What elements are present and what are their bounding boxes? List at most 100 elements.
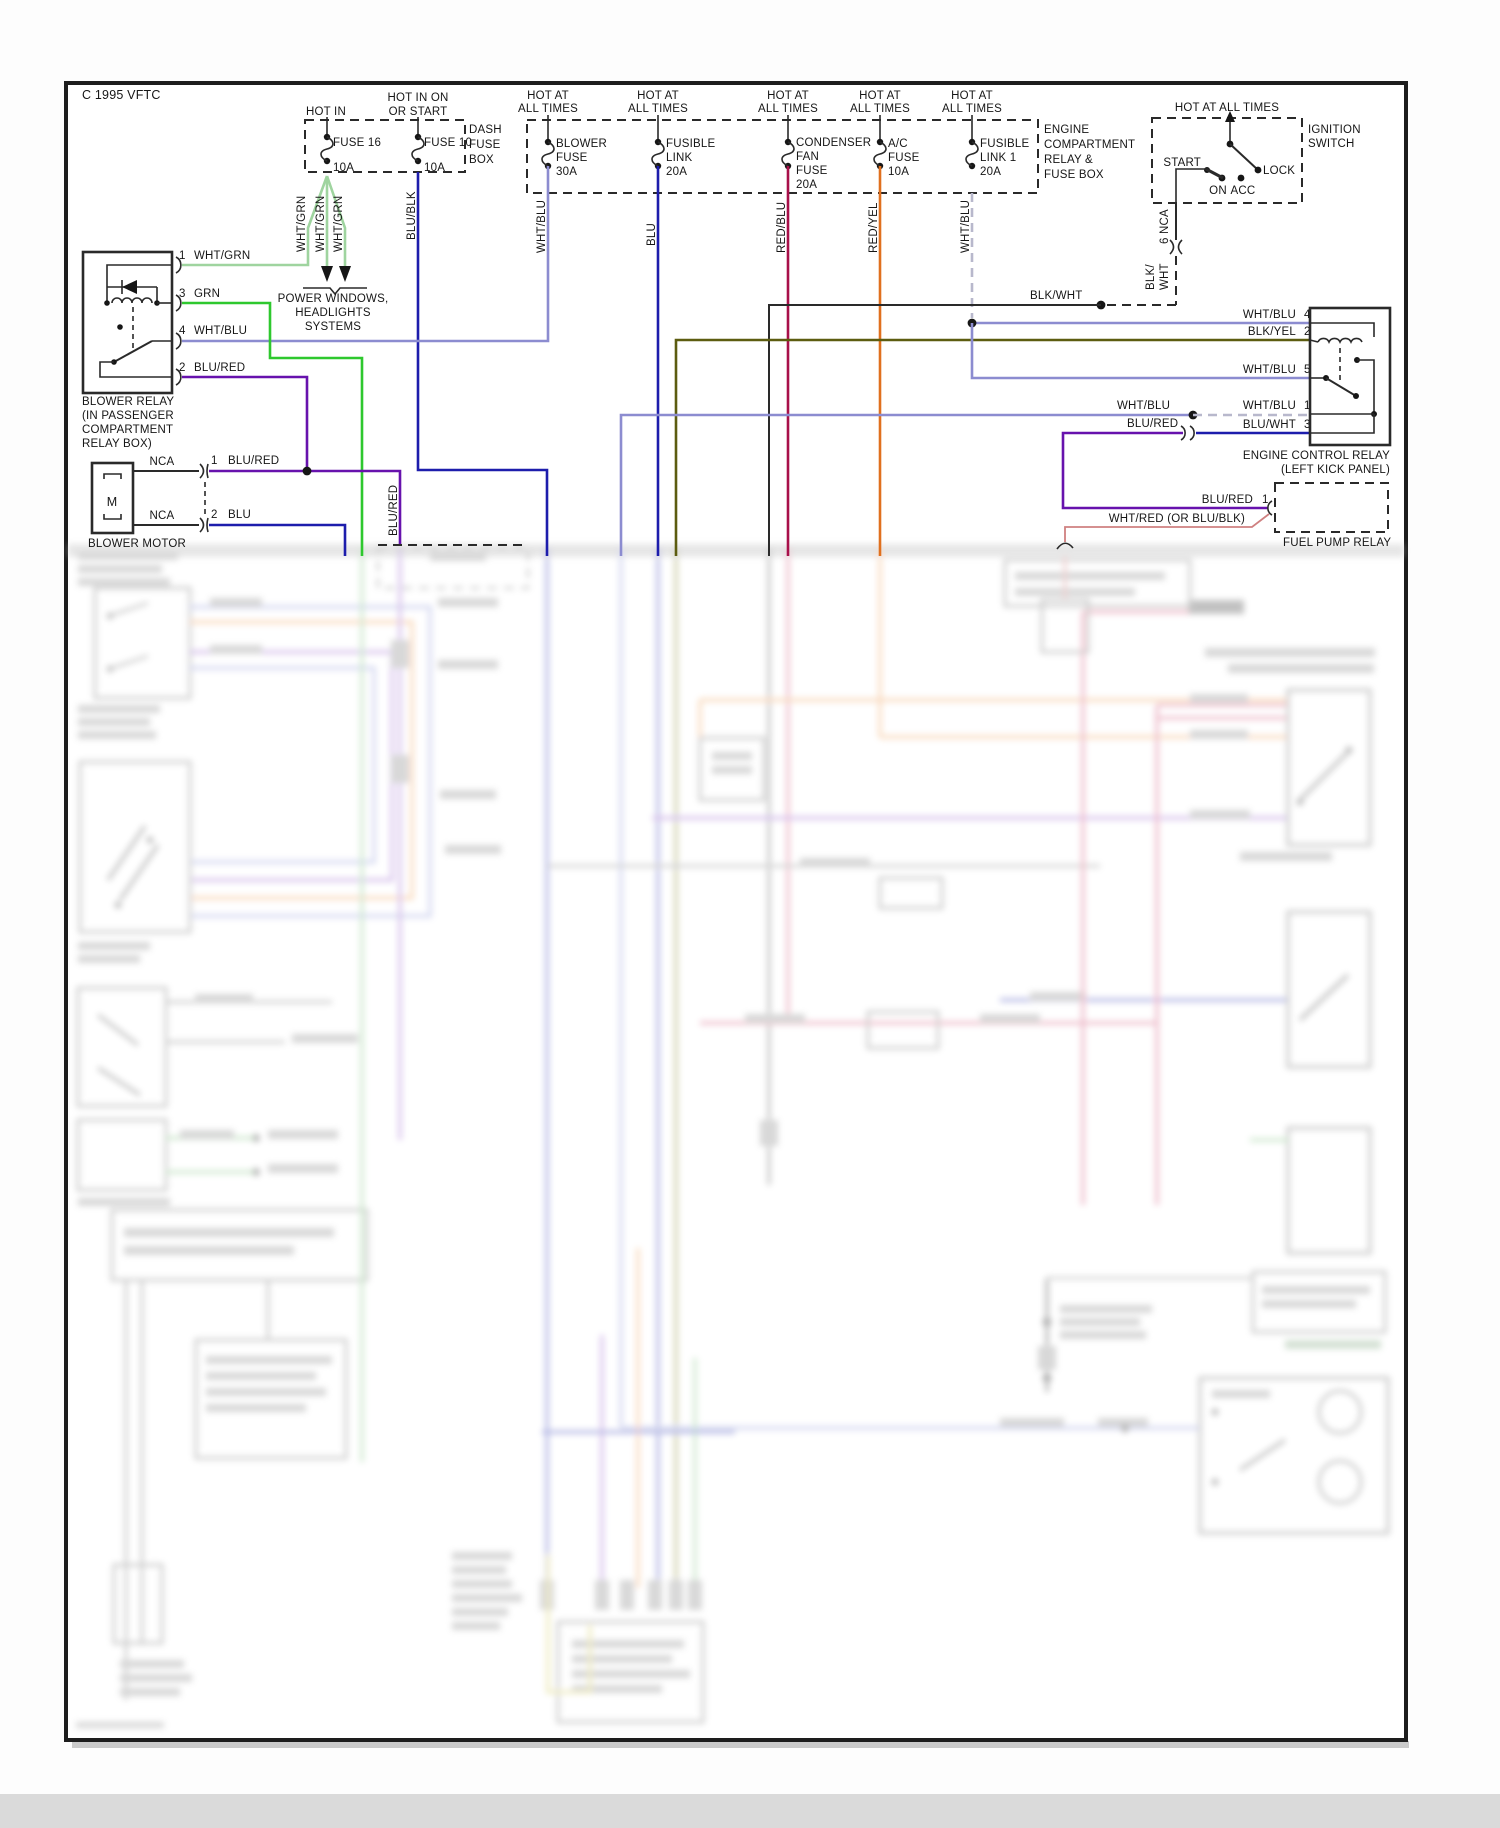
fuse10-name: FUSE 10 (424, 137, 472, 149)
fuse-name: FUSIBLE (980, 138, 1029, 150)
hot-label: ALL TIMES (628, 103, 688, 115)
fuse-name: FUSE (888, 152, 920, 164)
engine-control-relay-label: ENGINE CONTROL RELAY (1243, 450, 1390, 462)
blower-relay-label: BLOWER RELAY (82, 396, 174, 408)
blower-motor: M (90, 461, 347, 556)
ignition-contacts-icon (1175, 111, 1262, 203)
fuel-pump-relay (1056, 482, 1389, 550)
ecr-pin-wire: WHT/BLU (1243, 364, 1296, 376)
ecr-pin-num: 5 (1304, 364, 1311, 376)
hot-label: ALL TIMES (850, 103, 910, 115)
br-pin-wire: GRN (194, 288, 220, 300)
frame-shadow (72, 1741, 1409, 1748)
condenser-fan-fuse-icon (781, 115, 795, 170)
dash-box-label: FUSE (469, 139, 501, 151)
engine-box-label: RELAY & (1044, 154, 1093, 166)
ecr-pin-wire: WHT/BLU (1243, 400, 1296, 412)
fuse-name: FUSIBLE (666, 138, 715, 150)
on-label: ON (1209, 185, 1227, 197)
wire-label-wht-blu: WHT/BLU (960, 200, 972, 253)
blower-relay-outline (81, 250, 174, 395)
wire-label-blk-wht: BLK/ (1145, 264, 1157, 290)
fuel-pump-relay-outline (1274, 482, 1389, 533)
hot-label: HOT AT (527, 90, 569, 102)
ecr-pin-num: 4 (1304, 309, 1311, 321)
start-label: START (1163, 157, 1201, 169)
fuse10-amps: 10A (424, 162, 445, 174)
connector-icon (206, 463, 209, 479)
blower-relay (81, 250, 182, 395)
connector-icon (1056, 542, 1074, 550)
copyright-note: C 1995 VFTC (82, 88, 161, 102)
blower-relay-label: RELAY BOX) (82, 438, 152, 450)
fuse-16-icon (320, 117, 334, 165)
ecr-pin-num: 2 (1304, 326, 1311, 338)
fp-pin-wire: BLU/RED (1202, 494, 1253, 506)
br-pin-wire: WHT/BLU (194, 325, 247, 337)
wire-blu-blk (416, 172, 549, 556)
acc-label: ACC (1231, 185, 1256, 197)
hot-at-all-times-label: HOT AT ALL TIMES (1175, 102, 1279, 114)
connector-icon (1189, 425, 1195, 441)
junction-dot (302, 466, 312, 476)
fuse-name: FUSE (796, 165, 828, 177)
hot-label: HOT AT (637, 90, 679, 102)
hot-label: HOT AT (767, 90, 809, 102)
fuse-name: LINK (666, 152, 692, 164)
wire-label-wht-grn: WHT/GRN (296, 196, 308, 252)
diode-icon (122, 280, 137, 294)
hot-label: HOT AT (951, 90, 993, 102)
ecr-pin-num: 3 (1304, 419, 1311, 431)
fuse-name: FAN (796, 151, 819, 163)
engine-box-label: COMPARTMENT (1044, 139, 1135, 151)
ecr-pin-wire: WHT/BLU (1243, 309, 1296, 321)
wire-blk-wht (768, 203, 1183, 556)
feed-label-blu-red: BLU/RED (1127, 418, 1178, 430)
fuse-name: 20A (980, 166, 1001, 178)
br-pin-num: 2 (179, 362, 186, 374)
bm-pin-num: 1 (211, 455, 218, 467)
wire-label-blu-red: BLU/RED (388, 485, 400, 536)
arrow-down-icon (339, 266, 351, 282)
fuse-name: LINK 1 (980, 152, 1016, 164)
hot-label: ALL TIMES (942, 103, 1002, 115)
hot-label: HOT AT (859, 90, 901, 102)
wire-wht-grn (182, 175, 367, 296)
connector-icon (1177, 239, 1183, 255)
dash-box-label: BOX (469, 154, 494, 166)
wire-label-wht-blu: WHT/BLU (536, 200, 548, 253)
fusible-link1-icon (965, 115, 979, 170)
engine-fuse-box-outline (526, 119, 1039, 194)
wire-label-blk-wht-h: BLK/WHT (1030, 290, 1083, 302)
wire-blu-red (182, 375, 402, 545)
fuse16-name: FUSE 16 (333, 137, 381, 149)
dash-fuse-box-outline (304, 119, 466, 173)
wire-label-blk-wht: WHT (1159, 263, 1171, 290)
wire-wht-blu-blower (182, 166, 550, 343)
fp-pin-num: 1 (1262, 494, 1269, 506)
wire-label-red-blu: RED/BLU (776, 202, 788, 253)
or-start-label: OR START (389, 106, 448, 118)
coil-icon (111, 297, 153, 304)
blower-motor-outline (90, 461, 135, 535)
br-pin-num: 1 (179, 250, 186, 262)
blower-motor-label: BLOWER MOTOR (88, 538, 186, 550)
connector-icon (175, 368, 182, 386)
lock-label: LOCK (1263, 165, 1295, 177)
fuse-name: BLOWER (556, 138, 607, 150)
fp-alt-wire-label: WHT/RED (OR BLU/BLK) (1109, 513, 1245, 525)
feed-label-wht-blu: WHT/BLU (1117, 400, 1170, 412)
fuel-pump-relay-label: FUEL PUMP RELAY (1283, 537, 1391, 549)
diagram-frame (64, 81, 1408, 1742)
connector-icon (206, 517, 209, 533)
brace-icon (303, 287, 367, 296)
wire-label-blu-blk: BLU/BLK (406, 191, 418, 240)
wire-label-blu: BLU (646, 223, 658, 246)
hot-in-label: HOT IN (306, 106, 346, 118)
engine-compartment-fuse-box: ENGINE COMPARTMENT RELAY & FUSE BOX HOT … (518, 90, 1135, 194)
hot-label: ALL TIMES (518, 103, 578, 115)
engine-control-relay-outline (1308, 306, 1392, 447)
hot-label: ALL TIMES (758, 103, 818, 115)
ignition-label: IGNITION (1308, 124, 1361, 136)
